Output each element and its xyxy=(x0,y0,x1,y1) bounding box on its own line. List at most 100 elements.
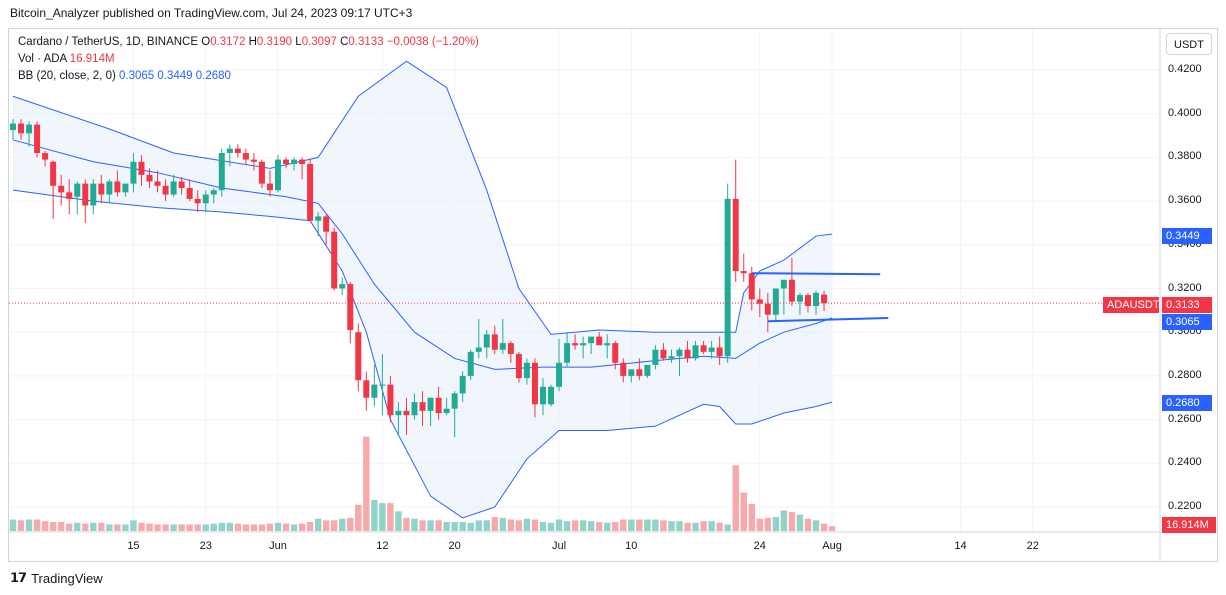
legend-bb-lower: 0.2680 xyxy=(195,70,231,82)
candle-body xyxy=(291,159,298,164)
volume-bar xyxy=(17,520,25,531)
candle-body xyxy=(628,369,635,376)
volume-bar xyxy=(555,519,563,531)
volume-bar xyxy=(290,524,298,531)
legend-bb-label: BB (20, close, 2, 0) xyxy=(18,70,116,82)
candle-body xyxy=(772,288,779,315)
candle-body xyxy=(162,185,169,195)
volume-bar xyxy=(202,524,209,531)
volume-bar xyxy=(684,522,691,531)
volume-bar xyxy=(660,520,667,531)
last-price-tag: 0.3133 xyxy=(1162,297,1212,313)
volume-bar xyxy=(620,519,627,531)
candle-body xyxy=(660,349,667,359)
volume-bar xyxy=(218,522,225,531)
volume-bar xyxy=(587,521,595,531)
candle-body xyxy=(339,284,346,289)
volume-bar xyxy=(515,520,523,531)
volume-bar xyxy=(427,520,434,531)
candle-body xyxy=(299,159,306,164)
trendline xyxy=(767,316,889,323)
volume-bar xyxy=(451,521,458,531)
candle-body xyxy=(716,347,723,357)
volume-bar xyxy=(66,523,73,531)
price-tick-label: 0.2600 xyxy=(1168,412,1202,425)
volume-bar xyxy=(250,524,258,531)
candle-body xyxy=(572,343,579,346)
candle-body xyxy=(34,124,41,154)
candle-body xyxy=(210,190,217,195)
price-tick-label: 0.2800 xyxy=(1168,368,1202,381)
volume-bar xyxy=(443,521,450,531)
legend-volume-value: 16.914M xyxy=(69,53,115,65)
candle-body xyxy=(668,356,675,359)
time-tick-label: Aug xyxy=(822,540,842,552)
candle-body xyxy=(491,334,498,350)
volume-bar xyxy=(162,524,169,531)
volume-bar xyxy=(700,521,707,531)
volume-bar xyxy=(579,520,587,531)
volume-bar xyxy=(716,522,723,531)
volume-bar xyxy=(387,503,394,531)
candle-body xyxy=(138,161,145,175)
time-tick-label: 23 xyxy=(199,540,212,552)
candle-body xyxy=(226,148,233,154)
volume-bar xyxy=(692,522,699,531)
volume-bar xyxy=(483,520,490,531)
candle-body xyxy=(652,349,659,365)
candle-body xyxy=(98,183,105,195)
candle-body xyxy=(10,123,16,131)
volume-bar xyxy=(130,520,137,531)
candle-body xyxy=(82,183,89,206)
volume-bar xyxy=(282,523,290,531)
candle-body xyxy=(796,295,803,302)
volume-bar xyxy=(331,520,338,531)
volume-bar xyxy=(467,522,474,531)
candle-body xyxy=(371,384,378,398)
symbol-tag: ADAUSDT xyxy=(1103,297,1160,313)
volume-bar xyxy=(491,517,498,531)
candle-body xyxy=(194,198,201,204)
volume-bar xyxy=(507,519,515,531)
candle-body xyxy=(307,163,314,221)
volume-bar xyxy=(371,499,378,531)
candle-body xyxy=(748,273,755,300)
candle-body xyxy=(684,349,691,359)
tradingview-brand: TradingView xyxy=(31,570,103,586)
candle-body xyxy=(202,194,209,204)
candle-body xyxy=(548,386,555,405)
candle-body xyxy=(347,284,354,331)
volume-bar xyxy=(788,512,796,531)
volume-bar xyxy=(435,520,442,531)
candle-body xyxy=(18,123,25,134)
currency-button[interactable]: USDT xyxy=(1166,33,1212,55)
candle-body xyxy=(266,183,273,191)
volume-bar xyxy=(499,517,507,531)
volume-bar xyxy=(539,521,547,531)
volume-bar xyxy=(57,521,65,531)
candle-body xyxy=(499,343,506,350)
price-tick-label: 0.2400 xyxy=(1168,456,1202,469)
volume-bar xyxy=(459,521,466,531)
legend-symbol: Cardano / TetherUS, 1D, BINANCE xyxy=(18,36,199,48)
volume-bar xyxy=(33,519,41,531)
volume-bar xyxy=(314,518,322,531)
volume-bar xyxy=(812,520,820,531)
candle-body xyxy=(74,183,81,197)
volume-bar xyxy=(571,520,579,531)
legend-ohlc: Cardano / TetherUS, 1D, BINANCE O0.3172 … xyxy=(18,36,479,48)
volume-bar xyxy=(339,518,346,531)
candle-body xyxy=(178,181,185,188)
candle-body xyxy=(596,336,603,346)
volume-bar xyxy=(563,521,571,531)
legend-open-label: O xyxy=(201,36,211,48)
volume-bar xyxy=(764,517,772,531)
candle-body xyxy=(66,192,73,199)
legend-volume: Vol · ADA 16.914M xyxy=(18,53,115,65)
candle-body xyxy=(732,198,739,272)
volume-bar xyxy=(9,519,17,531)
candle-body xyxy=(114,181,121,193)
tradingview-logo[interactable]: 𝟭𝟳 TradingView xyxy=(10,570,103,586)
candle-body xyxy=(531,362,538,405)
